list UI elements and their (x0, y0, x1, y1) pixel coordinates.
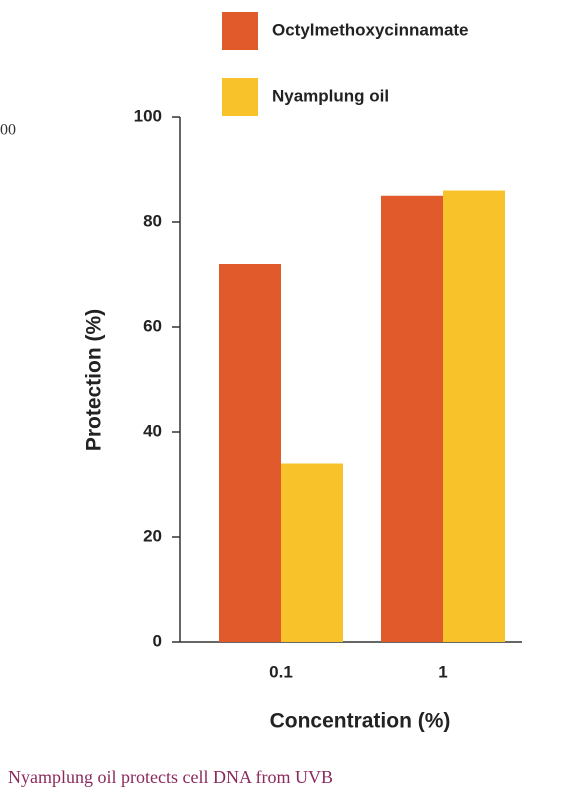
y-tick-label: 80 (143, 211, 162, 230)
y-tick-label: 100 (134, 106, 162, 125)
legend-swatch (222, 12, 258, 50)
y-tick-label: 20 (143, 526, 162, 545)
bar (281, 463, 343, 642)
y-tick-label: 0 (153, 631, 162, 650)
y-tick-label: 60 (143, 316, 162, 335)
caption: Nyamplung oil protects cell DNA from UVB (8, 767, 333, 787)
text-fragment: 00 (0, 122, 16, 139)
legend-swatch (222, 78, 258, 116)
y-axis-title: Protection (%) (83, 309, 106, 451)
bar (443, 190, 505, 642)
bar (219, 264, 281, 642)
x-tick-label: 1 (438, 662, 447, 681)
y-tick-label: 40 (143, 421, 162, 440)
x-axis-title: Concentration (%) (270, 710, 451, 733)
bar (381, 195, 443, 642)
legend-label: Nyamplung oil (272, 86, 389, 105)
x-tick-label: 0.1 (269, 662, 293, 681)
legend-label: Octylmethoxycinnamate (272, 20, 469, 39)
